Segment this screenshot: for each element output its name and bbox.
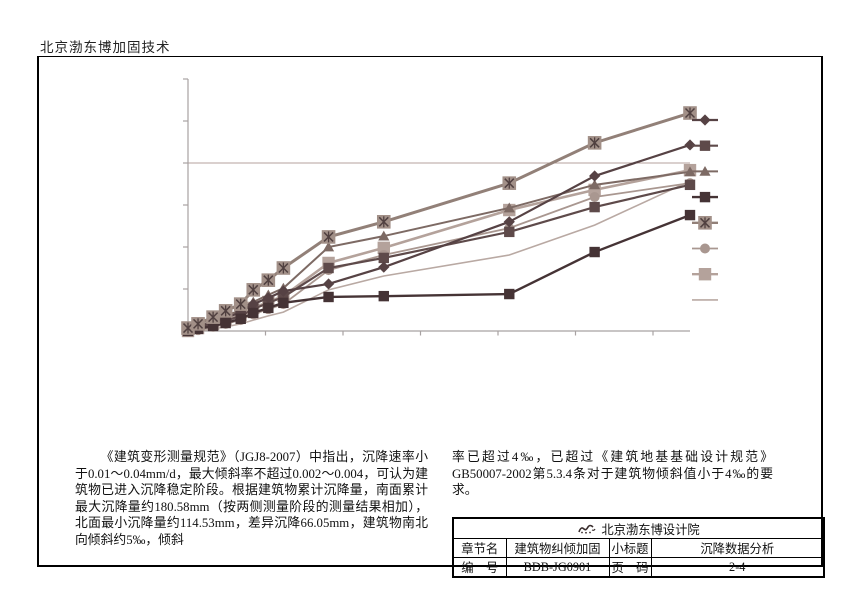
subtitle-label: 小标题 (608, 538, 652, 558)
title-block-row: 编 号 BDB-JG0901 页 码 2-4 (452, 557, 825, 578)
drawing-sheet-border (37, 56, 823, 567)
body-paragraph-left: 《建筑变形测量规范》（JGJ8-2007）中指出，沉降速率小于0.01～0.04… (75, 450, 428, 547)
number-value: BDB-JG0901 (505, 557, 610, 578)
legend-item-series-5-x-square (692, 216, 718, 230)
legend-item-series-6-circle (692, 243, 718, 254)
chart-series-4-darkest-square (182, 209, 696, 337)
chapter-label: 章节名 (452, 538, 507, 558)
title-block-table: 北京渤东博设计院 章节名 建筑物纠倾加固 小标题 沉降数据分析 编 号 BDB-… (452, 517, 826, 578)
company-cell: 北京渤东博设计院 (452, 517, 825, 539)
chart-legend (692, 114, 718, 301)
chapter-value: 建筑物纠倾加固 (505, 538, 610, 558)
legend-item-series-4-darkest-square (692, 191, 718, 203)
settlement-chart (181, 78, 718, 338)
legend-item-series-3-triangle (692, 166, 718, 176)
title-block-row: 章节名 建筑物纠倾加固 小标题 沉降数据分析 (452, 538, 825, 558)
legend-item-series-7-light-square (692, 268, 718, 281)
legend-item-series-1-diamond (692, 114, 718, 126)
page-label: 页 码 (608, 557, 652, 578)
legend-item-series-2-dark-square (692, 140, 718, 151)
chart-series-5-x-square (181, 106, 697, 335)
page-header-text: 北京渤东博加固技术 (40, 40, 171, 55)
company-logo-icon (578, 524, 596, 534)
subtitle-value: 沉降数据分析 (650, 538, 825, 558)
chart-axes (183, 78, 690, 336)
title-block-company-row: 北京渤东博设计院 (452, 517, 825, 539)
body-paragraph-right: 率已超过4‰，已超过《建筑地基基础设计规范》GB50007-2002第5.3.4… (452, 450, 773, 498)
page-value: 2-4 (650, 557, 825, 578)
number-label: 编 号 (452, 557, 507, 578)
company-name: 北京渤东博设计院 (601, 522, 700, 537)
